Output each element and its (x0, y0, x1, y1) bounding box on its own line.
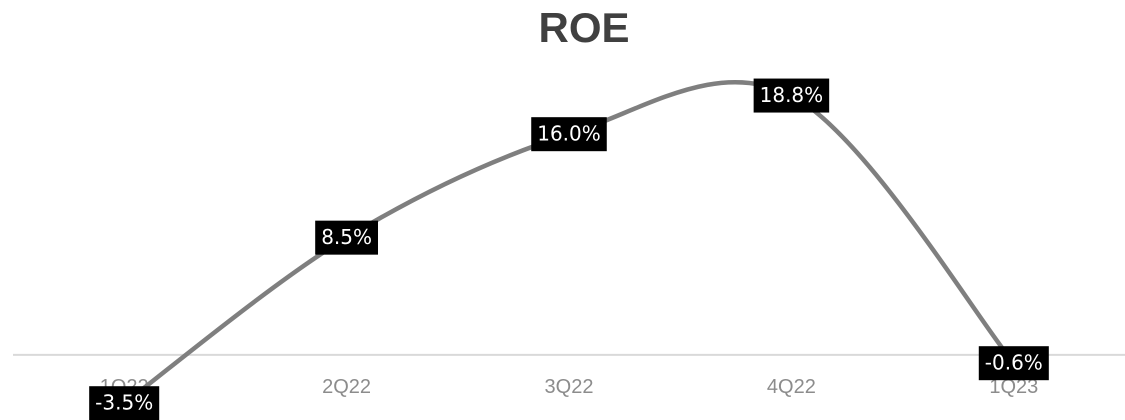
x-tick-label: 1Q23 (989, 376, 1038, 398)
x-tick-label: 3Q22 (545, 376, 594, 398)
chart-title: ROE (538, 4, 629, 51)
data-label-box (753, 78, 830, 113)
data-label: -3.5% (95, 391, 153, 415)
x-tick-label: 4Q22 (767, 376, 816, 398)
data-label: 18.8% (760, 83, 824, 107)
data-label-box (978, 346, 1049, 381)
data-label-box (89, 386, 160, 420)
data-label-box (315, 220, 379, 255)
data-label: 8.5% (321, 225, 372, 249)
data-label: 16.0% (537, 122, 601, 146)
x-tick-label: 2Q22 (322, 376, 371, 398)
data-label: -0.6% (985, 351, 1043, 375)
data-label-box (531, 117, 607, 152)
